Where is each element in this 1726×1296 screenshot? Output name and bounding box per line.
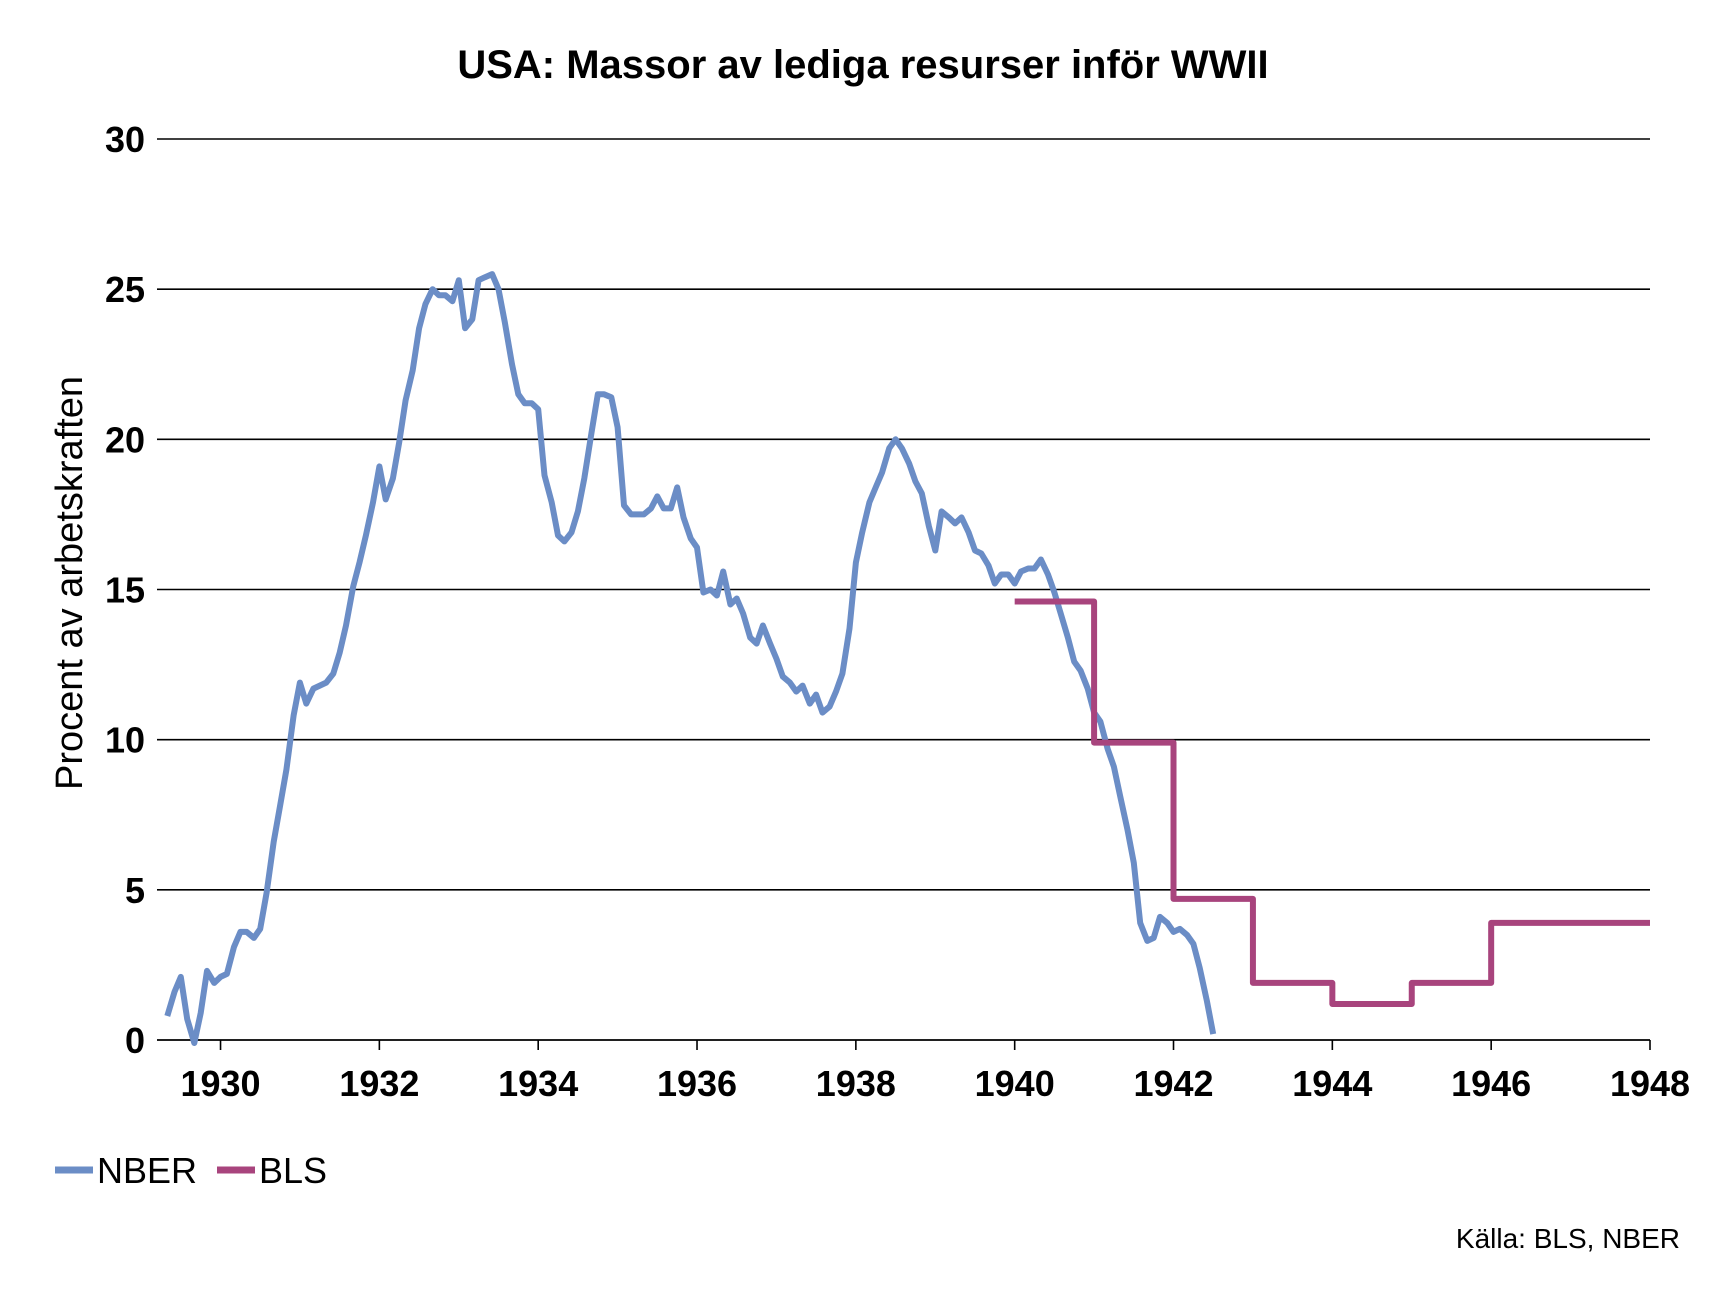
y-axis-ticks: 0 5 10 15 20 25 30 xyxy=(105,119,145,1061)
legend-label-bls: BLS xyxy=(259,1150,327,1191)
x-tick-label: 1944 xyxy=(1292,1063,1372,1104)
y-tick-label: 15 xyxy=(105,570,145,611)
chart-title: USA: Massor av lediga resurser inför WWI… xyxy=(457,43,1268,87)
x-tick-label: 1932 xyxy=(339,1063,419,1104)
x-tick-label: 1934 xyxy=(498,1063,578,1104)
y-tick-label: 0 xyxy=(125,1020,145,1061)
x-tick-label: 1938 xyxy=(816,1063,896,1104)
y-tick-label: 5 xyxy=(125,870,145,911)
y-tick-label: 20 xyxy=(105,419,145,460)
x-tick-label: 1948 xyxy=(1610,1063,1690,1104)
series-line-nber xyxy=(164,271,1217,1046)
x-tick-label: 1940 xyxy=(975,1063,1055,1104)
x-tick-label: 1936 xyxy=(657,1063,737,1104)
x-tick-label: 1930 xyxy=(180,1063,260,1104)
y-axis-label: Procent av arbetskraften xyxy=(49,376,91,790)
y-tick-label: 10 xyxy=(105,720,145,761)
x-axis: 1930 1932 1934 1936 1938 1940 1942 1944 1946 1948 xyxy=(157,1039,1690,1104)
series-lines xyxy=(164,271,1650,1046)
source-note: Källa: BLS, NBER xyxy=(1456,1223,1680,1254)
x-tick-label: 1942 xyxy=(1133,1063,1213,1104)
x-tick-label: 1946 xyxy=(1451,1063,1531,1104)
gridlines xyxy=(157,138,1650,1041)
y-tick-label: 30 xyxy=(105,119,145,160)
legend: NBER BLS xyxy=(55,1150,327,1191)
y-tick-label: 25 xyxy=(105,269,145,310)
legend-label-nber: NBER xyxy=(97,1150,197,1191)
series-line-bls xyxy=(1014,598,1650,1007)
